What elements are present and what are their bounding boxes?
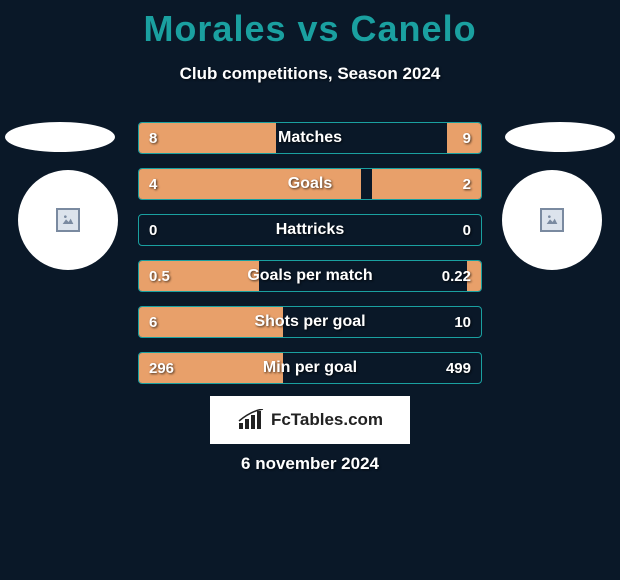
stat-value-right: 499 (446, 353, 471, 383)
stat-row: 8 Matches 9 (138, 122, 482, 154)
avatar-placeholder-icon (540, 208, 564, 232)
stat-value-right: 0 (463, 215, 471, 245)
stat-row: 6 Shots per goal 10 (138, 306, 482, 338)
stat-row: 4 Goals 2 (138, 168, 482, 200)
stat-value-right: 9 (463, 123, 471, 153)
branding-badge: FcTables.com (210, 396, 410, 444)
flag-left (5, 122, 115, 152)
flag-right (505, 122, 615, 152)
stat-label: Matches (139, 123, 481, 153)
stat-label: Goals per match (139, 261, 481, 291)
date-text: 6 november 2024 (0, 454, 620, 474)
stat-value-right: 10 (454, 307, 471, 337)
stat-label: Shots per goal (139, 307, 481, 337)
avatar-left (18, 170, 118, 270)
stat-label: Goals (139, 169, 481, 199)
subtitle: Club competitions, Season 2024 (0, 64, 620, 84)
stat-label: Hattricks (139, 215, 481, 245)
avatar-right (502, 170, 602, 270)
chart-icon (237, 409, 265, 431)
stat-row: 0 Hattricks 0 (138, 214, 482, 246)
stat-row: 296 Min per goal 499 (138, 352, 482, 384)
branding-text: FcTables.com (271, 410, 383, 430)
page-title: Morales vs Canelo (0, 0, 620, 50)
avatar-placeholder-icon (56, 208, 80, 232)
stats-container: 8 Matches 9 4 Goals 2 0 Hattricks 0 0.5 … (138, 122, 482, 398)
stat-row: 0.5 Goals per match 0.22 (138, 260, 482, 292)
stat-value-right: 2 (463, 169, 471, 199)
stat-label: Min per goal (139, 353, 481, 383)
stat-value-right: 0.22 (442, 261, 471, 291)
